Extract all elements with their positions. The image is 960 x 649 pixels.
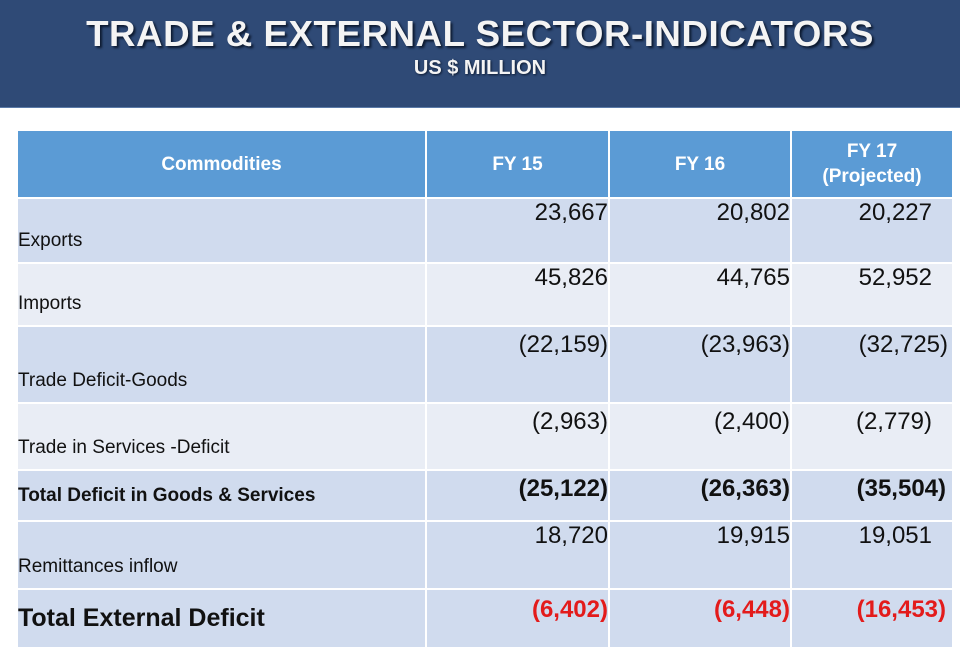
cell-fy16: 19,915 [608,520,792,590]
cell-fy16: 20,802 [608,197,792,264]
cell-fy15: (6,402) [425,588,610,649]
column-header-commodities: Commodities [16,129,427,199]
row-label: Trade Deficit-Goods [16,325,427,404]
table-header-row: Commodities FY 15 FY 16 FY 17 (Projected… [16,129,954,199]
cell-fy17: 19,051 [790,520,954,590]
cell-fy16: (23,963) [608,325,792,404]
cell-fy15: (25,122) [425,469,610,522]
row-label: Imports [16,262,427,327]
row-label: Total Deficit in Goods & Services [16,469,427,522]
fy17-projected-label: (Projected) [822,166,922,187]
cell-fy15: 45,826 [425,262,610,327]
table-row-imports: Imports 45,826 44,765 52,952 [16,262,954,327]
cell-fy15: 18,720 [425,520,610,590]
cell-fy17: (32,725) [790,325,954,404]
cell-fy17: (2,779) [790,402,954,471]
page-title: TRADE & EXTERNAL SECTOR-INDICATORS [86,13,874,54]
cell-fy17: 52,952 [790,262,954,327]
cell-fy17: (35,504) [790,469,954,522]
row-label: Total External Deficit [16,588,427,649]
column-header-fy16: FY 16 [608,129,792,199]
cell-fy15: (2,963) [425,402,610,471]
cell-fy16: (6,448) [608,588,792,649]
page-subtitle: US $ MILLION [413,57,547,79]
indicators-table: Commodities FY 15 FY 16 FY 17 (Projected… [16,129,954,649]
row-label: Trade in Services -Deficit [16,402,427,471]
table-row-total-deficit-goods-services: Total Deficit in Goods & Services (25,12… [16,469,954,522]
row-label: Remittances inflow [16,520,427,590]
title-banner: TRADE & EXTERNAL SECTOR-INDICATORS US $ … [0,0,960,108]
cell-fy16: 44,765 [608,262,792,327]
table-row-remittances-inflow: Remittances inflow 18,720 19,915 19,051 [16,520,954,590]
column-header-fy17: FY 17 (Projected) [790,129,954,199]
fy17-label: FY 17 [846,141,898,162]
cell-fy15: (22,159) [425,325,610,404]
table-row-exports: Exports 23,667 20,802 20,227 [16,197,954,264]
cell-fy17: 20,227 [790,197,954,264]
cell-fy16: (2,400) [608,402,792,471]
table-row-total-external-deficit: Total External Deficit (6,402) (6,448) (… [16,588,954,649]
row-label: Exports [16,197,427,264]
table-row-trade-deficit-goods: Trade Deficit-Goods (22,159) (23,963) (3… [16,325,954,404]
cell-fy17: (16,453) [790,588,954,649]
cell-fy15: 23,667 [425,197,610,264]
cell-fy16: (26,363) [608,469,792,522]
table-row-trade-in-services: Trade in Services -Deficit (2,963) (2,40… [16,402,954,471]
column-header-fy15: FY 15 [425,129,610,199]
